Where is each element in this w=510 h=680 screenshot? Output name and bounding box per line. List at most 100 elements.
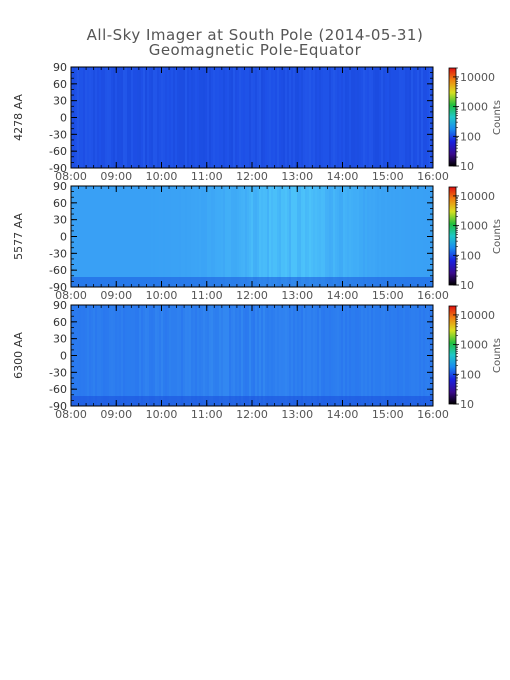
heatmap-stripe	[285, 305, 287, 406]
heatmap-stripe	[415, 186, 417, 287]
heatmap-stripe	[187, 305, 189, 406]
heatmap-stripe	[171, 305, 173, 406]
heatmap-stripe	[299, 305, 301, 406]
heatmap-stripe	[371, 305, 373, 406]
heatmap-stripe	[315, 186, 317, 287]
heatmap-stripe	[345, 186, 347, 287]
heatmap-stripe	[169, 67, 171, 168]
heatmap-stripe	[161, 67, 163, 168]
heatmap-stripe	[207, 305, 209, 406]
heatmap-stripe	[293, 305, 295, 406]
y-tick-label: -30	[49, 247, 67, 260]
heatmap-stripe	[115, 186, 117, 287]
heatmap-stripe	[83, 305, 85, 406]
heatmap-stripe	[271, 305, 273, 406]
heatmap-stripe	[299, 67, 301, 168]
heatmap-stripe	[237, 186, 239, 287]
x-tick-label: 14:00	[327, 170, 359, 183]
heatmap-stripe	[191, 67, 193, 168]
heatmap-stripe	[283, 186, 285, 287]
heatmap-stripe	[99, 305, 101, 406]
heatmap-stripe	[421, 305, 423, 406]
y-axis-label: 4278 AA	[12, 94, 25, 141]
heatmap-stripe	[217, 305, 219, 406]
heatmap-stripe	[359, 305, 361, 406]
heatmap-stripe	[305, 305, 307, 406]
heatmap-stripe	[93, 186, 95, 287]
heatmap-stripe	[95, 305, 97, 406]
heatmap-stripe	[347, 186, 349, 287]
heatmap-stripe	[179, 305, 181, 406]
heatmap-stripe	[195, 186, 197, 287]
heatmap-stripe	[119, 186, 121, 287]
heatmap-stripe	[277, 67, 279, 168]
heatmap-stripe	[413, 305, 415, 406]
heatmap-stripe	[339, 305, 341, 406]
heatmap-stripe	[89, 305, 91, 406]
heatmap-stripe	[131, 305, 133, 406]
heatmap-stripe	[385, 305, 387, 406]
heatmap-stripe	[119, 67, 121, 168]
heatmap-stripe	[323, 186, 325, 287]
heatmap-stripe	[365, 186, 367, 287]
chart-title: All-Sky Imager at South Pole (2014-05-31…	[86, 26, 424, 44]
heatmap-stripe	[95, 186, 97, 287]
heatmap-stripe	[369, 186, 371, 287]
x-tick-label: 12:00	[236, 289, 268, 302]
colorbar-tick-label: 10	[460, 160, 474, 173]
heatmap-stripe	[141, 67, 143, 168]
heatmap-stripe	[421, 186, 423, 287]
heatmap-stripe	[279, 67, 281, 168]
heatmap-stripe	[387, 67, 389, 168]
heatmap-stripe	[85, 186, 87, 287]
heatmap-stripe	[387, 305, 389, 406]
heatmap-stripe	[327, 67, 329, 168]
heatmap-stripe	[263, 305, 265, 406]
heatmap-stripe	[409, 186, 411, 287]
heatmap-stripe	[259, 67, 261, 168]
heatmap-stripe	[349, 305, 351, 406]
x-tick-label: 08:00	[55, 408, 87, 421]
heatmap-stripe	[333, 67, 335, 168]
heatmap-stripe	[173, 186, 175, 287]
heatmap-stripe	[307, 305, 309, 406]
heatmap-stripe	[409, 305, 411, 406]
heatmap-stripe	[217, 67, 219, 168]
heatmap-stripe	[319, 67, 321, 168]
heatmap-stripe	[357, 67, 359, 168]
heatmap-stripe	[383, 67, 385, 168]
heatmap-stripe	[341, 186, 343, 287]
heatmap-stripe	[253, 67, 255, 168]
heatmap-stripe	[337, 186, 339, 287]
heatmap-stripe	[353, 186, 355, 287]
heatmap-stripe	[113, 67, 115, 168]
heatmap-stripe	[251, 67, 253, 168]
heatmap-stripe	[269, 186, 271, 287]
heatmap-stripe	[273, 305, 275, 406]
heatmap-stripe	[393, 67, 395, 168]
heatmap-stripe	[97, 67, 99, 168]
heatmap-stripe	[213, 67, 215, 168]
heatmap-stripe	[415, 67, 417, 168]
colorbar-tick-label: 10000	[460, 309, 495, 322]
heatmap-stripe	[213, 186, 215, 287]
heatmap-stripe	[253, 305, 255, 406]
x-tick-label: 10:00	[146, 408, 178, 421]
heatmap-stripe	[265, 305, 267, 406]
heatmap-stripe	[405, 305, 407, 406]
colorbar-tick-label: 1000	[460, 101, 488, 114]
heatmap-stripe	[351, 186, 353, 287]
heatmap-stripe	[247, 67, 249, 168]
heatmap-stripe	[379, 305, 381, 406]
heatmap-stripe	[361, 67, 363, 168]
heatmap-stripe	[289, 186, 291, 287]
y-tick-label: -60	[49, 383, 67, 396]
heatmap-stripe	[325, 305, 327, 406]
heatmap-stripe	[123, 305, 125, 406]
heatmap-stripe	[259, 186, 261, 287]
heatmap-stripe	[303, 67, 305, 168]
heatmap-stripe	[391, 305, 393, 406]
heatmap-stripe	[405, 186, 407, 287]
heatmap-stripe	[231, 305, 233, 406]
